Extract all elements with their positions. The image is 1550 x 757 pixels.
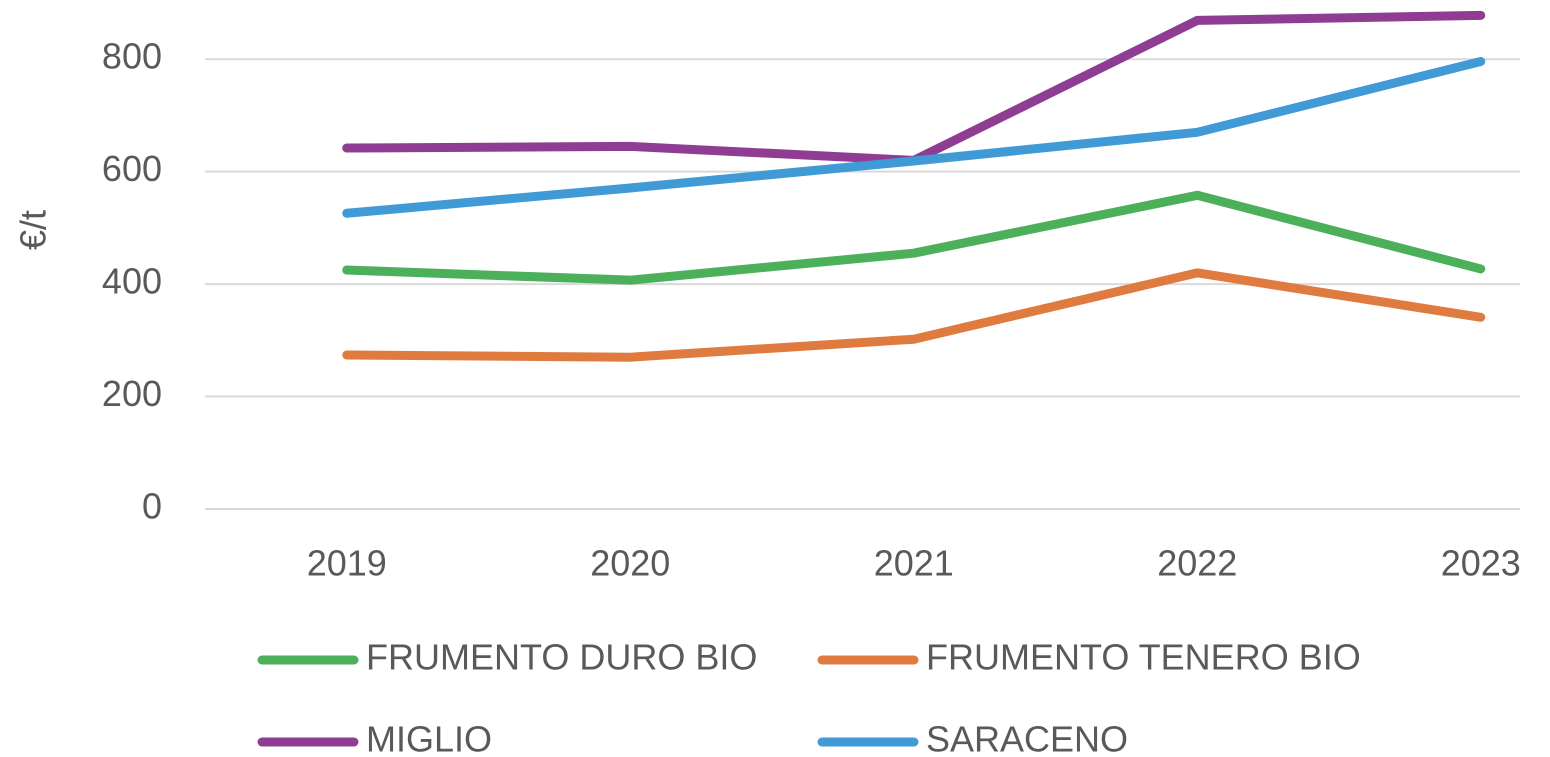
- series-line: [342, 56, 1486, 218]
- x-tick-label: 2023: [1441, 543, 1521, 584]
- x-tick-label: 2021: [874, 543, 954, 584]
- legend-label: FRUMENTO TENERO BIO: [926, 637, 1361, 678]
- legend-label: MIGLIO: [366, 719, 492, 757]
- legend-label: SARACENO: [926, 719, 1128, 757]
- y-tick-label: 800: [102, 36, 162, 77]
- y-tick-label: 0: [142, 486, 162, 527]
- x-tick-label: 2022: [1157, 543, 1237, 584]
- x-tick-label: 2019: [307, 543, 387, 584]
- series-line: [342, 268, 1486, 362]
- y-tick-label: 200: [102, 373, 162, 414]
- y-tick-label: 600: [102, 148, 162, 189]
- series-line: [342, 190, 1486, 285]
- legend-label: FRUMENTO DURO BIO: [366, 637, 757, 678]
- series-line: [342, 10, 1486, 165]
- y-axis-title: €/t: [13, 210, 54, 250]
- x-tick-label: 2020: [590, 543, 670, 584]
- y-tick-label: 400: [102, 261, 162, 302]
